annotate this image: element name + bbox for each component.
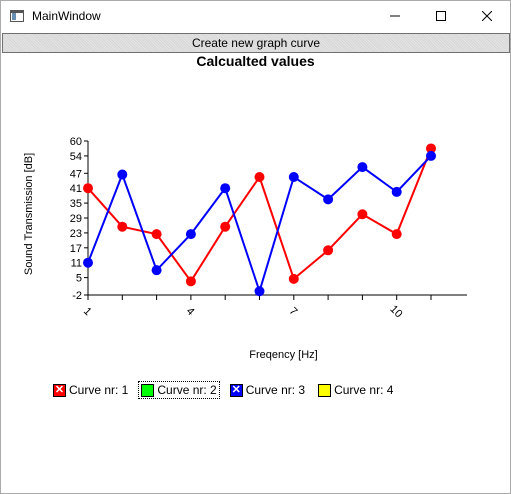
data-point: [117, 221, 128, 232]
legend-label: Curve nr: 3: [245, 383, 306, 397]
legend-item[interactable]: Curve nr: 4: [316, 382, 395, 398]
close-button[interactable]: [464, 1, 510, 31]
data-point: [220, 183, 231, 194]
x-tick-label: 10: [387, 303, 404, 320]
window-title: MainWindow: [32, 9, 101, 23]
data-point: [357, 162, 368, 173]
x-tick-label: 7: [287, 305, 300, 318]
data-point: [151, 229, 162, 240]
x-tick-label: 4: [184, 305, 197, 318]
chart-title: Calcualted values: [196, 53, 315, 69]
close-icon: ✕: [231, 383, 241, 396]
data-point: [117, 169, 128, 180]
data-point: [288, 172, 299, 183]
data-point: [83, 257, 93, 268]
data-point: [220, 221, 231, 232]
legend-item[interactable]: ✕ Curve nr: 1: [51, 382, 130, 398]
y-tick-label: 60: [70, 136, 82, 148]
app-icon: [10, 10, 24, 22]
data-point: [185, 229, 196, 240]
data-point: [254, 172, 265, 183]
title-bar[interactable]: MainWindow: [1, 1, 510, 31]
data-point: [254, 286, 265, 297]
y-tick-label: 17: [70, 243, 82, 255]
minimize-button[interactable]: [372, 1, 418, 31]
minimize-icon: [390, 15, 400, 17]
close-icon: [482, 11, 492, 21]
y-tick-label: 35: [70, 198, 82, 210]
data-point: [391, 229, 402, 240]
x-axis-label: Freqency [Hz]: [249, 349, 317, 361]
legend-swatch[interactable]: ✕: [53, 383, 66, 397]
data-point: [357, 209, 368, 220]
data-point: [288, 273, 299, 284]
data-point: [391, 186, 402, 197]
create-graph-curve-button[interactable]: Create new graph curve: [2, 33, 510, 53]
data-point: [185, 276, 196, 287]
maximize-button[interactable]: [418, 1, 464, 31]
data-point: [323, 194, 334, 205]
legend-swatch[interactable]: [318, 383, 332, 397]
legend-label: Curve nr: 1: [69, 383, 129, 397]
legend-swatch[interactable]: [141, 383, 155, 397]
series-line: [87, 148, 432, 284]
y-tick-label: 5: [76, 273, 82, 285]
legend-label: Curve nr: 4: [334, 383, 394, 397]
close-icon: ✕: [54, 383, 65, 396]
legend-item[interactable]: ✕ Curve nr: 3: [228, 382, 307, 398]
y-tick-label: 23: [70, 228, 82, 240]
data-point: [426, 150, 436, 161]
y-tick-label: 47: [70, 168, 82, 180]
data-point: [426, 143, 436, 154]
data-point: [323, 245, 334, 256]
y-tick-label: 11: [71, 258, 82, 270]
y-tick-label: 29: [70, 213, 82, 225]
maximize-icon: [436, 11, 446, 21]
legend-label: Curve nr: 2: [157, 383, 217, 397]
y-tick-label: -2: [72, 290, 82, 302]
legend-item[interactable]: Curve nr: 2: [138, 381, 220, 399]
x-tick-label: 1: [81, 305, 94, 318]
chart-legend: ✕ Curve nr: 1 Curve nr: 2 ✕ Curve nr: 3 Curve…: [51, 381, 404, 399]
y-axis-label: Sound Transmission [dB]: [23, 153, 35, 275]
legend-swatch[interactable]: ✕: [229, 383, 243, 397]
data-point: [83, 183, 93, 194]
y-tick-label: 41: [70, 183, 82, 195]
data-point: [151, 265, 162, 276]
y-tick-label: 54: [70, 151, 82, 163]
